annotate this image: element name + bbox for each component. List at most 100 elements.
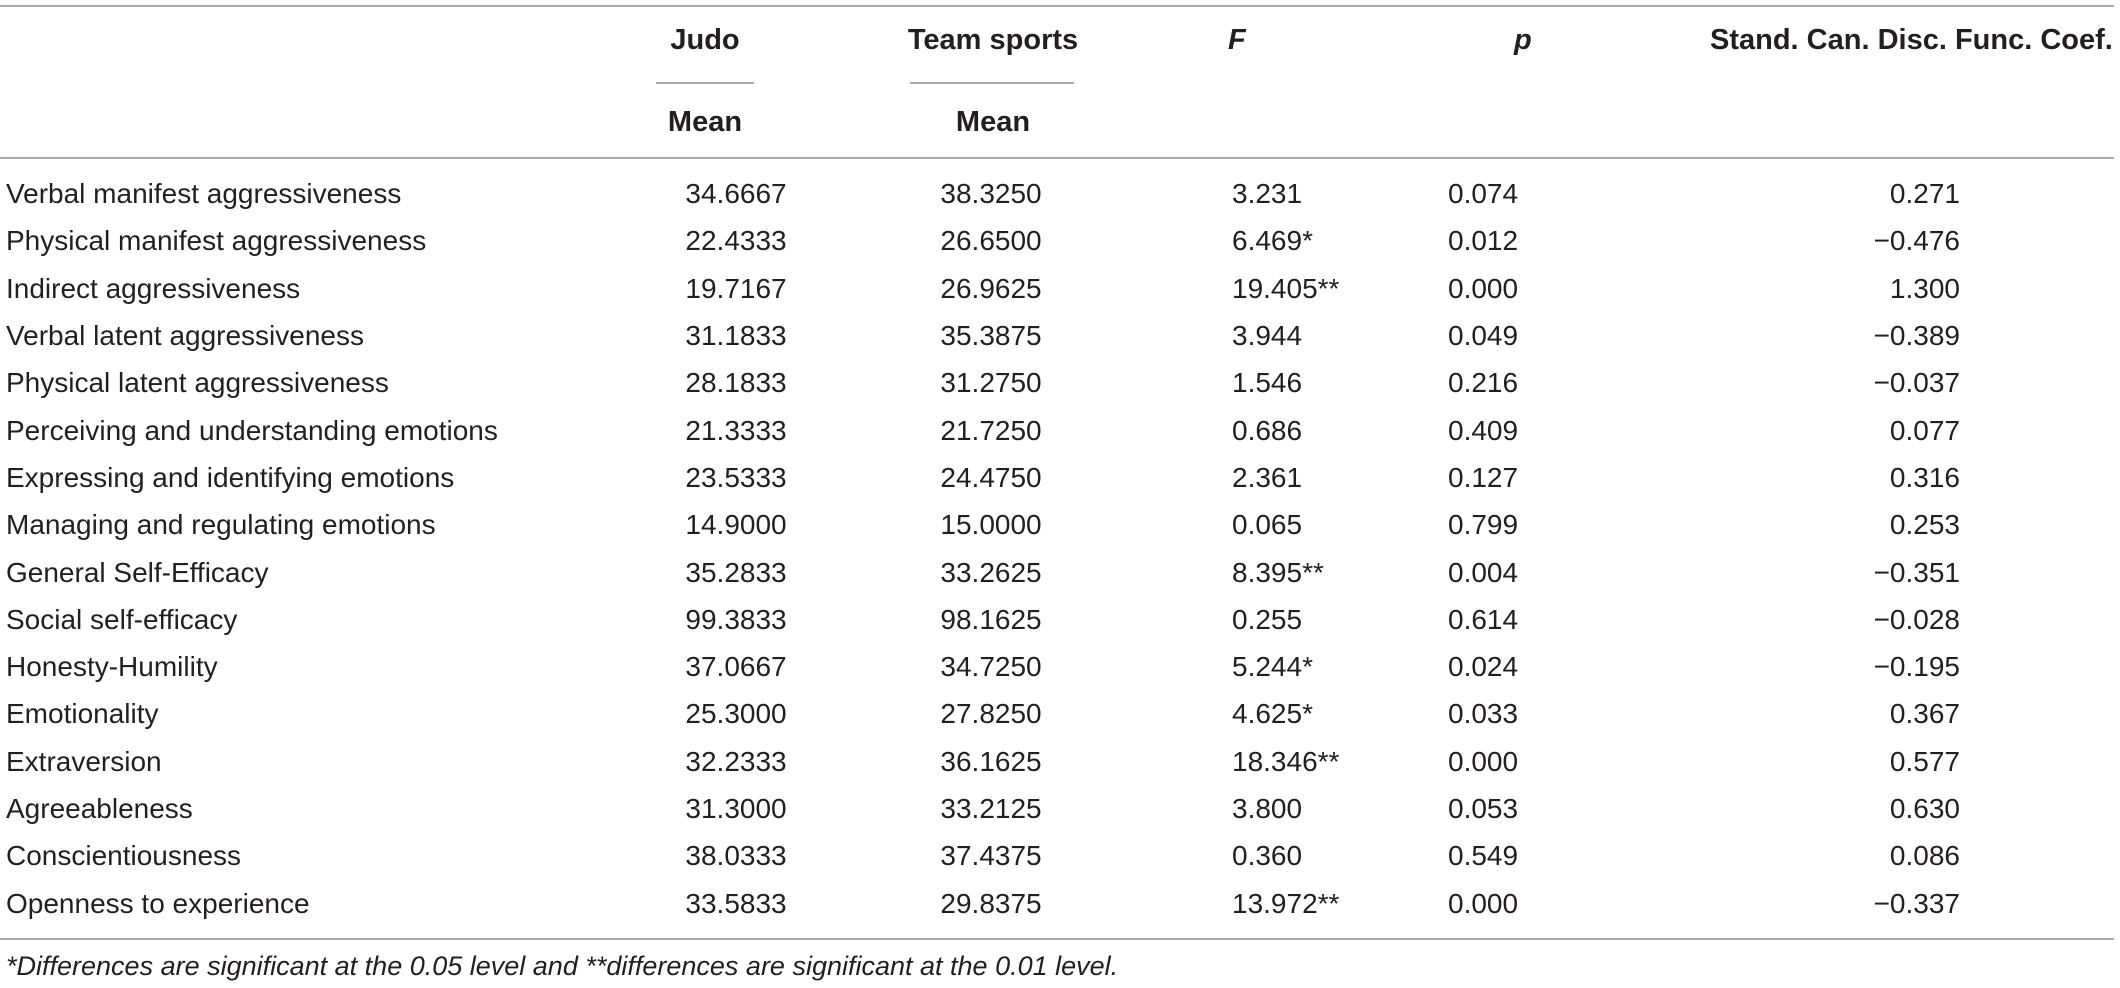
table-row: Verbal manifest aggressiveness 34.6667 38.… (0, 170, 2120, 217)
table-row: Social self-efficacy 99.3833 98.1625 0.255 0… (0, 596, 2120, 643)
f-value: 13.972** (1232, 887, 1340, 919)
subheader-judo-mean: Mean (667, 106, 743, 138)
row-label: Physical latent aggressiveness (6, 367, 389, 399)
f-value: 0.255 (1232, 603, 1303, 635)
coef-value: −0.195 (1873, 651, 1960, 683)
table-row: Physical latent aggressiveness 28.1833 31.… (0, 359, 2120, 406)
team-mean: 34.7250 (940, 651, 1042, 683)
p-value: 0.049 (1448, 320, 1519, 352)
judo-mean: 14.9000 (685, 509, 787, 541)
table-row: Honesty-Humility 37.0667 34.7250 5.244* 0.02… (0, 643, 2120, 690)
f-value: 0.360 (1232, 840, 1303, 872)
f-value: 19.405** (1232, 272, 1340, 304)
header-team-sports: Team sports (907, 24, 1079, 56)
row-label: Social self-efficacy (6, 603, 238, 635)
table-row: Perceiving and understanding emotions 21.… (0, 406, 2120, 453)
table-row: Expressing and identifying emotions 23.53… (0, 454, 2120, 501)
header-f: F (1228, 24, 1246, 56)
p-value: 0.549 (1448, 840, 1519, 872)
p-value: 0.216 (1448, 367, 1519, 399)
team-mean: 27.8250 (940, 698, 1042, 730)
judo-mean: 21.3333 (685, 414, 787, 446)
coef-value: 0.253 (1889, 509, 1960, 541)
table-row: Agreeableness 31.3000 33.2125 3.800 0.053 0.6… (0, 785, 2120, 832)
f-value: 18.346** (1232, 745, 1340, 777)
p-value: 0.614 (1448, 603, 1519, 635)
team-group-rule (910, 82, 1074, 84)
p-value: 0.799 (1448, 509, 1519, 541)
table-row: Indirect aggressiveness 19.7167 26.9625 19.… (0, 265, 2120, 312)
row-label: Emotionality (6, 698, 159, 730)
judo-group-rule (656, 82, 754, 84)
row-label: Openness to experience (6, 887, 310, 919)
coef-value: −0.028 (1873, 603, 1960, 635)
table-body: Verbal manifest aggressiveness 34.6667 38.… (0, 170, 2120, 927)
judo-mean: 28.1833 (685, 367, 787, 399)
judo-mean: 33.5833 (685, 887, 787, 919)
judo-mean: 25.3000 (685, 698, 787, 730)
team-mean: 29.8375 (940, 887, 1042, 919)
team-mean: 36.1625 (940, 745, 1042, 777)
table-footnote: *Differences are significant at the 0.05… (6, 951, 1119, 981)
f-value: 4.625* (1232, 698, 1313, 730)
f-value: 0.065 (1232, 509, 1303, 541)
header-coef: Stand. Can. Disc. Func. Coef. (1710, 24, 2113, 56)
f-value: 5.244* (1232, 651, 1313, 683)
judo-mean: 31.1833 (685, 320, 787, 352)
f-value: 1.546 (1232, 367, 1303, 399)
team-mean: 31.2750 (940, 367, 1042, 399)
p-value: 0.024 (1448, 651, 1519, 683)
p-value: 0.127 (1448, 461, 1519, 493)
coef-value: 0.367 (1889, 698, 1960, 730)
team-mean: 37.4375 (940, 840, 1042, 872)
table-row: General Self-Efficacy 35.2833 33.2625 8.395… (0, 548, 2120, 595)
team-mean: 15.0000 (940, 509, 1042, 541)
row-label: Conscientiousness (6, 840, 242, 872)
team-mean: 33.2625 (940, 556, 1042, 588)
judo-mean: 23.5333 (685, 461, 787, 493)
judo-mean: 37.0667 (685, 651, 787, 683)
coef-value: −0.337 (1873, 887, 1960, 919)
row-label: Perceiving and understanding emotions (6, 414, 498, 446)
judo-mean: 99.3833 (685, 603, 787, 635)
row-label: Indirect aggressiveness (6, 272, 301, 304)
team-mean: 24.4750 (940, 461, 1042, 493)
judo-mean: 22.4333 (685, 225, 787, 257)
row-label: Verbal manifest aggressiveness (6, 178, 402, 210)
p-value: 0.053 (1448, 793, 1519, 824)
subheader-team-mean: Mean (955, 106, 1031, 138)
p-value: 0.000 (1448, 272, 1519, 304)
row-label: Managing and regulating emotions (6, 509, 436, 541)
judo-mean: 31.3000 (685, 793, 787, 824)
table-bottom-rule (0, 938, 2114, 940)
coef-value: 0.630 (1889, 793, 1960, 824)
judo-mean: 32.2333 (685, 745, 787, 777)
table-row: Verbal latent aggressiveness 31.1833 35.38… (0, 312, 2120, 359)
p-value: 0.004 (1448, 556, 1519, 588)
team-mean: 35.3875 (940, 320, 1042, 352)
table-row: Physical manifest aggressiveness 22.4333 2… (0, 217, 2120, 264)
f-value: 8.395** (1232, 556, 1324, 588)
f-value: 6.469* (1232, 225, 1313, 257)
table-row: Managing and regulating emotions 14.9000 1… (0, 501, 2120, 548)
team-mean: 38.3250 (940, 178, 1042, 210)
coef-value: 0.316 (1889, 461, 1960, 493)
team-mean: 26.9625 (940, 272, 1042, 304)
coef-value: −0.476 (1873, 225, 1960, 257)
row-label: Physical manifest aggressiveness (6, 225, 427, 257)
f-value: 0.686 (1232, 414, 1303, 446)
row-label: Extraversion (6, 745, 162, 777)
coef-value: 0.077 (1889, 414, 1960, 446)
row-label: General Self-Efficacy (6, 556, 269, 588)
p-value: 0.000 (1448, 887, 1519, 919)
coef-value: 1.300 (1889, 272, 1960, 304)
coef-value: −0.389 (1873, 320, 1960, 352)
team-mean: 98.1625 (940, 603, 1042, 635)
f-value: 3.800 (1232, 793, 1303, 824)
header-judo: Judo (670, 24, 740, 56)
team-mean: 21.7250 (940, 414, 1042, 446)
p-value: 0.012 (1448, 225, 1519, 257)
table-row: Extraversion 32.2333 36.1625 18.346** 0.000 0… (0, 738, 2120, 785)
judo-mean: 19.7167 (685, 272, 787, 304)
